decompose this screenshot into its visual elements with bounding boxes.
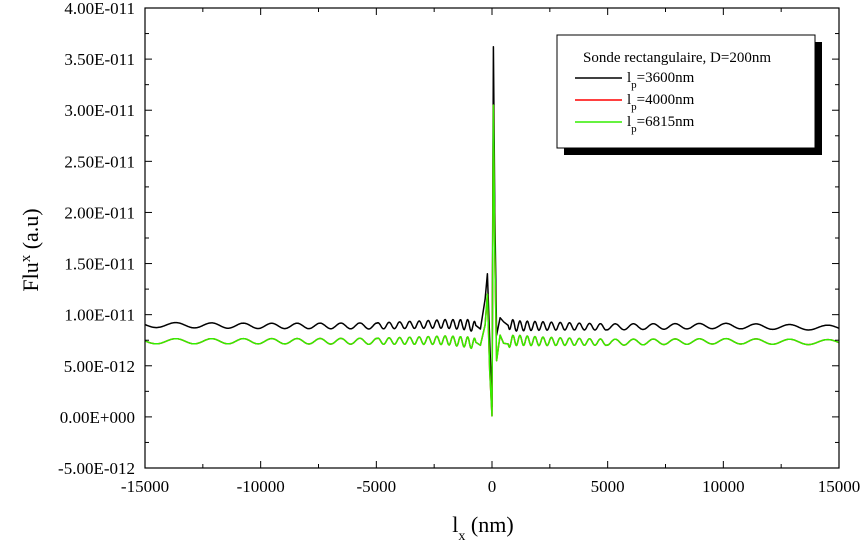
y-axis-title-sup: x	[18, 254, 34, 262]
x-tick-label: -10000	[237, 477, 285, 496]
y-tick-label: 2.00E-011	[64, 203, 135, 222]
y-axis-title: Flux (a.u)	[18, 208, 43, 291]
y-axis-title-main: Flu	[18, 262, 43, 291]
x-tick-label: 5000	[591, 477, 625, 496]
legend-title: Sonde rectangulaire, D=200nm	[583, 50, 771, 66]
y-tick-label: 3.00E-011	[64, 101, 135, 120]
legend-label-1: lp=3600nm	[627, 70, 695, 91]
series-layer	[145, 46, 839, 417]
legend: Sonde rectangulaire, D=200nm lp=3600nmlp…	[556, 34, 822, 155]
x-axis-title-sub: x	[458, 529, 465, 544]
x-tick-label: -15000	[121, 477, 169, 496]
y-tick-label: 5.00E-012	[64, 357, 135, 376]
y-tick-label: -5.00E-012	[58, 459, 135, 478]
y-axis-title-rest: (a.u)	[18, 208, 43, 254]
x-axis-title-main: l	[452, 512, 458, 537]
y-tick-label: 3.50E-011	[64, 50, 135, 69]
legend-box	[556, 34, 816, 149]
legend-label-2: lp=4000nm	[627, 92, 695, 113]
y-tick-label: 0.00E+000	[60, 408, 135, 427]
y-tick-label: 4.00E-011	[64, 0, 135, 18]
ticks-layer: -15000 -10000 -5000 0 5000 10000 15000 -5.00E-0…	[58, 0, 860, 496]
x-tick-label: 15000	[818, 477, 861, 496]
x-tick-label: 10000	[702, 477, 745, 496]
y-tick-label: 1.50E-011	[64, 255, 135, 274]
y-tick-label: 2.50E-011	[64, 152, 135, 171]
legend-label-3: lp=6815nm	[627, 114, 695, 135]
x-tick-label: 0	[488, 477, 497, 496]
x-tick-label: -5000	[356, 477, 396, 496]
x-axis-title: lx (nm)	[452, 512, 513, 544]
series-line-3	[145, 104, 839, 417]
x-axis-title-rest: (nm)	[465, 512, 513, 537]
y-tick-label: 1.00E-011	[64, 306, 135, 325]
